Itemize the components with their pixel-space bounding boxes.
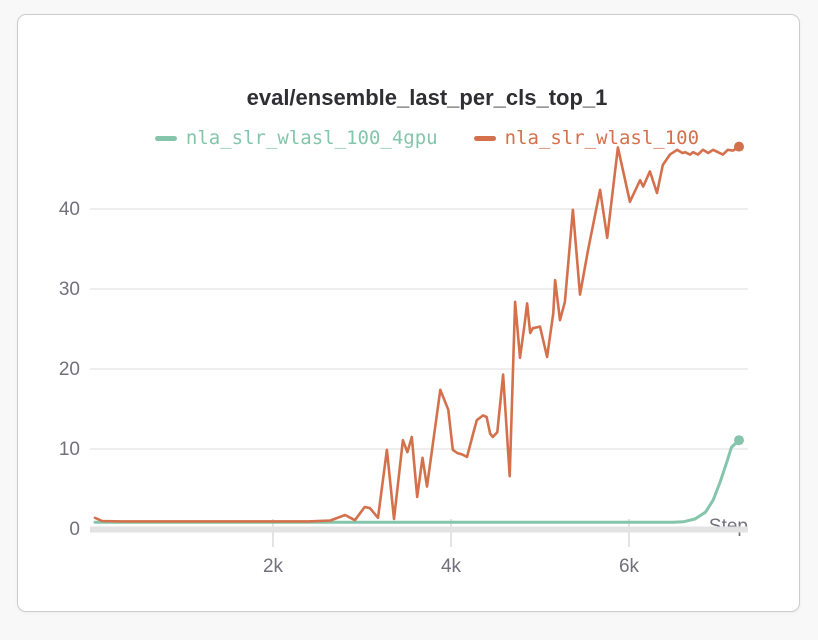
x-tick-label-2k: 2k: [262, 556, 284, 577]
x-axis-baseline: [90, 526, 748, 533]
x-tick-label-4k: 4k: [440, 556, 462, 577]
legend-item-run-4gpu: nla_slr_wlasl_100_4gpu: [154, 126, 438, 149]
y-tick-label-30: 30: [58, 279, 80, 300]
series-end-dot-nla_slr_wlasl_100_4gpu: [734, 435, 745, 446]
y-tick-label-40: 40: [58, 199, 80, 220]
y-tick-label-0: 0: [69, 519, 80, 540]
legend-label-run-4gpu: nla_slr_wlasl_100_4gpu: [185, 126, 438, 149]
y-tick-label-20: 20: [58, 359, 80, 380]
legend-swatch-teal: [154, 135, 177, 141]
x-tick-label-6k: 6k: [618, 556, 640, 577]
series-line-nla_slr_wlasl_100: [93, 145, 741, 523]
y-tick-label-10: 10: [58, 439, 80, 460]
legend-item-run: nla_slr_wlasl_100: [473, 126, 700, 149]
series-end-dot-nla_slr_wlasl_100: [734, 141, 745, 152]
chart-panel-card[interactable]: eval/ensemble_last_per_cls_top_1 nla_slr…: [17, 14, 800, 612]
legend-swatch-orange: [473, 135, 496, 141]
legend-label-run: nla_slr_wlasl_100: [504, 126, 700, 149]
chart-title: eval/ensemble_last_per_cls_top_1: [246, 85, 608, 110]
chart-legend: nla_slr_wlasl_100_4gpu nla_slr_wlasl_100: [18, 125, 818, 151]
